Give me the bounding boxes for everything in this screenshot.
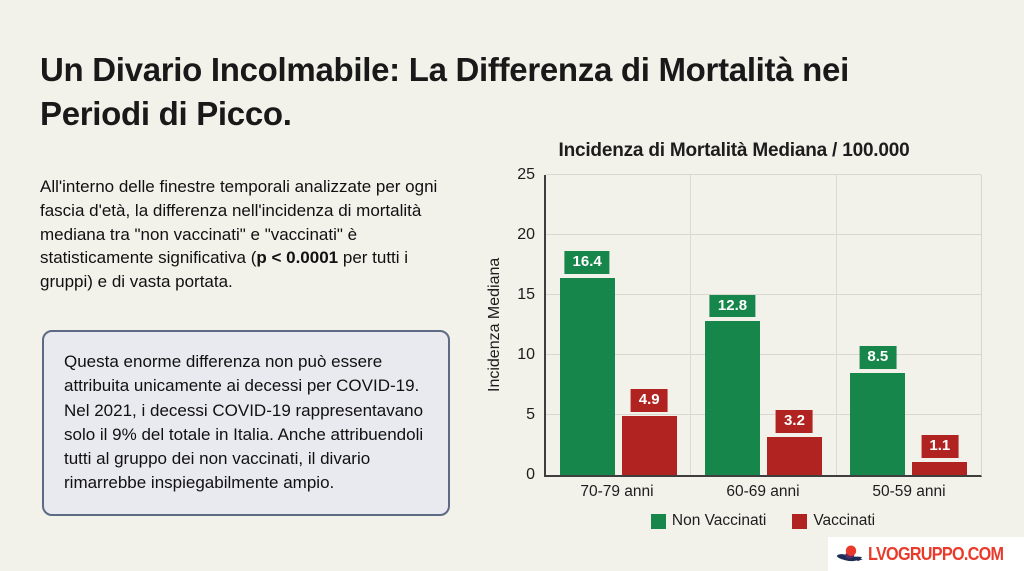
y-axis-ticks: 0 5 10 15 20 25 — [506, 167, 544, 483]
x-tick-50-59-anni: 50-59 anni — [872, 483, 946, 500]
lvogruppo-logo-icon — [836, 545, 863, 562]
y-tick-10: 10 — [517, 346, 535, 363]
gridline-15 — [546, 294, 981, 295]
page-title: Un Divario Incolmabile: La Differenza di… — [40, 51, 849, 132]
watermark-text: LVOGRUPPO.COM — [867, 543, 1004, 564]
chart: Incidenza di Mortalità Mediana / 100.000… — [484, 140, 984, 530]
chart-bars: 16.4 4.9 12.8 3.2 8.5 1.1 — [546, 175, 981, 475]
intro-text-post: per tutti i gruppi) e di vasta portata. — [40, 248, 409, 292]
bar-group-50-59-anni: 8.5 1.1 — [837, 175, 981, 475]
y-tick-25: 25 — [517, 166, 535, 183]
value-label-non-vaccinati-70-79-anni: 16.4 — [564, 251, 610, 275]
gridline-10 — [546, 354, 981, 355]
x-axis-labels: 70-79 anni 60-69 anni 50-59 anni — [544, 483, 982, 501]
y-tick-15: 15 — [517, 286, 535, 303]
bar-vaccinati-60-69-anni: 3.2 — [766, 409, 822, 475]
bar-non-vaccinati-50-59-anni: 8.5 — [850, 346, 906, 475]
intro-paragraph: All'interno delle finestre temporali ana… — [40, 175, 464, 294]
bar-vaccinati-50-59-anni: 1.1 — [912, 435, 968, 475]
chart-body: Incidenza Mediana 0 5 10 15 20 25 16.4 4.9 12.8… — [484, 167, 984, 483]
bar-non-vaccinati-70-79-anni: 16.4 — [559, 251, 615, 475]
legend-item-non-vaccinati: Non Vaccinati — [650, 512, 767, 530]
y-tick-20: 20 — [517, 226, 535, 243]
y-tick-0: 0 — [526, 466, 535, 483]
x-tick-60-69-anni: 60-69 anni — [726, 483, 800, 500]
y-axis-title: Incidenza Mediana — [486, 257, 503, 393]
value-label-vaccinati-50-59-anni: 1.1 — [921, 435, 959, 458]
y-tick-5: 5 — [526, 406, 535, 423]
legend-swatch-vaccinati — [792, 513, 808, 529]
bar-group-60-69-anni: 12.8 3.2 — [691, 175, 837, 475]
chart-gridlines — [546, 174, 981, 475]
legend-label-non-vaccinati: Non Vaccinati — [671, 512, 767, 529]
value-label-non-vaccinati-50-59-anni: 8.5 — [859, 346, 897, 369]
callout-text: Questa enorme differenza non può essere … — [64, 352, 424, 493]
bar-non-vaccinati-60-69-anni: 12.8 — [704, 294, 760, 475]
value-label-non-vaccinati-60-69-anni: 12.8 — [709, 294, 756, 318]
value-label-vaccinati-60-69-anni: 3.2 — [776, 409, 813, 433]
watermark-bar: LVOGRUPPO.COM — [828, 537, 1024, 571]
chart-plot: 16.4 4.9 12.8 3.2 8.5 1.1 — [544, 174, 982, 477]
x-tick-70-79-anni: 70-79 anni — [580, 483, 654, 500]
bar-group-70-79-anni: 16.4 4.9 — [546, 175, 692, 475]
gridline-25 — [546, 174, 981, 175]
intro-text-bold: p < 0.0001 — [256, 248, 339, 268]
bar-vaccinati-70-79-anni: 4.9 — [621, 389, 677, 475]
legend-item-vaccinati: Vaccinati — [792, 512, 875, 530]
chart-title: Incidenza di Mortalità Mediana / 100.000 — [558, 140, 910, 161]
value-label-vaccinati-70-79-anni: 4.9 — [630, 389, 668, 413]
gridline-5 — [546, 414, 981, 415]
callout-box: Questa enorme differenza non può essere … — [42, 330, 450, 516]
legend-label-vaccinati: Vaccinati — [813, 512, 876, 529]
legend-swatch-non-vaccinati — [650, 513, 666, 529]
chart-legend: Non Vaccinati Vaccinati — [544, 512, 982, 530]
gridline-20 — [546, 234, 981, 235]
intro-text-pre: All'interno delle finestre temporali ana… — [40, 177, 438, 268]
